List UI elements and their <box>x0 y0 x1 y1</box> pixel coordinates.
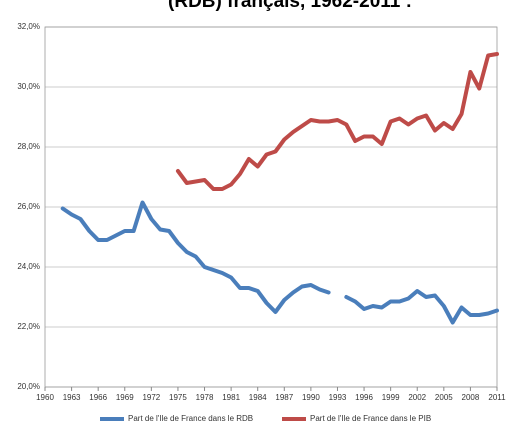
x-tick-label: 2008 <box>462 393 480 402</box>
chart-title: (RDB) français, 1962-2011 : <box>168 0 412 12</box>
series-line <box>175 52 499 191</box>
x-tick-label: 1990 <box>302 393 320 402</box>
y-tick-label: 26,0% <box>17 202 40 211</box>
legend-label: Part de l'Ile de France dans le RDB <box>128 414 253 423</box>
x-tick-label: 1984 <box>249 393 267 402</box>
legend-label: Part de l'Ile de France dans le PIB <box>310 414 431 423</box>
y-tick-label: 22,0% <box>17 322 40 331</box>
y-tick-label: 20,0% <box>17 382 40 391</box>
x-tick-label: 1960 <box>36 393 54 402</box>
x-tick-label: 1999 <box>382 393 400 402</box>
y-tick-label: 24,0% <box>17 262 40 271</box>
x-tick-label: 1996 <box>355 393 373 402</box>
x-tick-label: 1975 <box>169 393 187 402</box>
y-tick-label: 28,0% <box>17 142 40 151</box>
y-tick-label: 32,0% <box>17 22 40 31</box>
x-tick-label: 1987 <box>275 393 293 402</box>
x-tick-label: 2002 <box>408 393 426 402</box>
x-tick-label: 1981 <box>222 393 240 402</box>
series-line <box>60 200 499 325</box>
y-tick-label: 30,0% <box>17 82 40 91</box>
plot-frame <box>44 26 498 388</box>
x-tick-label: 1966 <box>89 393 107 402</box>
x-tick-label: 1978 <box>196 393 214 402</box>
x-tick-label: 1972 <box>142 393 160 402</box>
x-tick-label: 1969 <box>116 393 134 402</box>
x-tick-label: 1993 <box>329 393 347 402</box>
x-tick-label: 1963 <box>63 393 81 402</box>
x-tick-label: 2011 <box>488 393 506 402</box>
x-tick-label: 2005 <box>435 393 453 402</box>
